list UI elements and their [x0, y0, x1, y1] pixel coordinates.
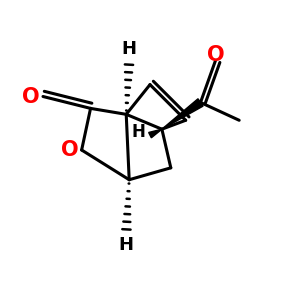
Text: H: H [131, 123, 145, 141]
Text: H: H [119, 236, 134, 254]
Polygon shape [162, 99, 203, 129]
Text: O: O [61, 140, 79, 160]
Text: O: O [207, 45, 224, 65]
Text: O: O [22, 86, 40, 106]
Polygon shape [149, 129, 162, 138]
Text: H: H [122, 40, 137, 58]
